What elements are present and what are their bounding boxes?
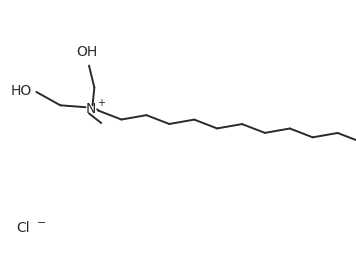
Text: N: N: [85, 102, 96, 116]
Text: OH: OH: [77, 45, 98, 59]
Text: HO: HO: [11, 84, 32, 97]
Text: Cl: Cl: [16, 221, 30, 235]
Text: +: +: [98, 98, 105, 109]
Text: −: −: [37, 218, 46, 228]
